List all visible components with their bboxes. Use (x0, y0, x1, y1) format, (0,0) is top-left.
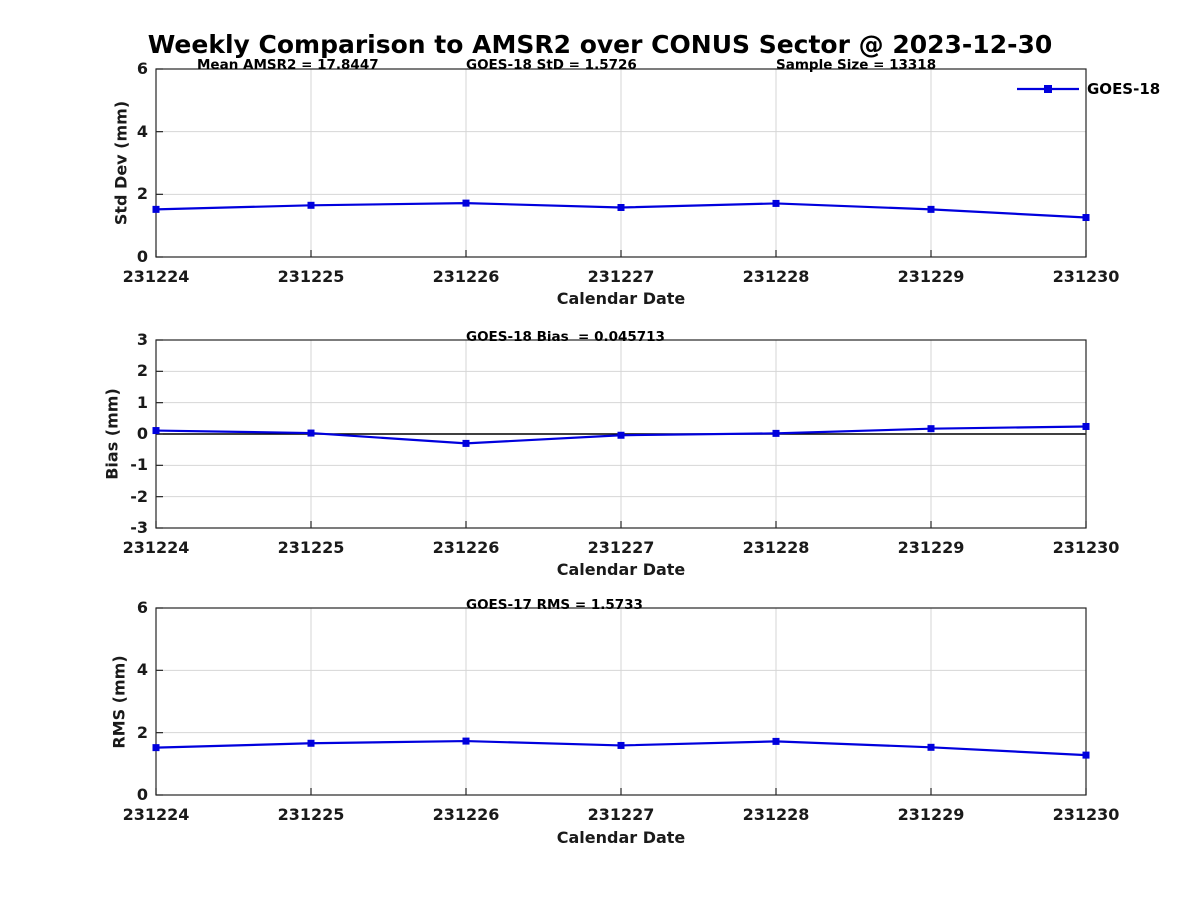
data-point-marker (152, 205, 160, 213)
x-tick-label: 231230 (1052, 805, 1120, 824)
x-tick-label: 231230 (1052, 538, 1120, 557)
x-tick-label: 231226 (432, 267, 500, 286)
legend: GOES-18 (1017, 80, 1160, 98)
annotation: GOES-18 StD = 1.5726 (466, 57, 637, 73)
y-axis-title: Bias (mm) (102, 388, 122, 480)
x-tick-label: 231227 (587, 805, 655, 824)
x-tick-label: 231225 (277, 267, 345, 286)
y-tick-label: 2 (136, 184, 148, 204)
y-tick-label: 0 (136, 785, 148, 804)
data-point-marker (772, 429, 780, 437)
x-tick-label: 231229 (897, 267, 965, 286)
y-axis-title: RMS (mm) (109, 654, 129, 749)
data-point-marker (927, 205, 935, 213)
x-tick-label: 231228 (742, 267, 810, 286)
annotation: Mean AMSR2 = 17.8447 (197, 57, 379, 73)
x-tick-label: 231224 (122, 538, 190, 557)
y-tick-label: -1 (130, 455, 148, 475)
annotation: Sample Size = 13318 (776, 57, 937, 73)
y-tick-label: 6 (136, 598, 148, 617)
x-tick-label: 231229 (897, 805, 965, 824)
data-point-marker (1082, 422, 1090, 430)
x-tick-label: 231227 (587, 538, 655, 557)
x-tick-label: 231226 (432, 538, 500, 557)
data-point-marker (307, 201, 315, 209)
x-tick-label: 231225 (277, 538, 345, 557)
legend-swatch (1017, 85, 1079, 93)
x-axis-title: Calendar Date (556, 560, 686, 579)
data-point-marker (462, 199, 470, 207)
annotation: GOES-17 RMS = 1.5733 (466, 597, 643, 613)
y-axis-title: Std Dev (mm) (111, 100, 131, 226)
data-point-marker (617, 741, 625, 749)
data-point-marker (617, 431, 625, 439)
x-tick-label: 231227 (587, 267, 655, 286)
data-point-marker (927, 425, 935, 433)
data-point-marker (772, 199, 780, 207)
y-tick-label: 3 (136, 330, 148, 349)
legend-square-marker (1044, 85, 1052, 93)
annotation: GOES-18 Bias = 0.045713 (466, 329, 665, 345)
data-point-marker (617, 203, 625, 211)
x-tick-label: 231225 (277, 805, 345, 824)
data-point-marker (462, 439, 470, 447)
figure-title: Weekly Comparison to AMSR2 over CONUS Se… (147, 30, 1053, 59)
y-tick-label: 4 (136, 121, 148, 141)
data-point-marker (307, 739, 315, 747)
x-tick-label: 231226 (432, 805, 500, 824)
data-point-marker (152, 427, 160, 435)
data-point-marker (927, 743, 935, 751)
y-tick-label: -2 (130, 486, 148, 506)
data-point-marker (307, 429, 315, 437)
data-point-marker (1082, 214, 1090, 222)
y-tick-label: 2 (136, 722, 148, 742)
y-tick-label: 0 (136, 424, 148, 443)
y-tick-label: -3 (130, 518, 148, 537)
data-point-marker (1082, 751, 1090, 759)
y-tick-label: 1 (136, 392, 148, 412)
data-point-marker (152, 744, 160, 752)
x-tick-label: 231228 (742, 538, 810, 557)
x-tick-label: 231229 (897, 538, 965, 557)
x-tick-label: 231224 (122, 805, 190, 824)
y-tick-label: 4 (136, 660, 148, 680)
y-tick-label: 2 (136, 361, 148, 381)
x-tick-label: 231230 (1052, 267, 1120, 286)
x-axis-title: Calendar Date (556, 828, 686, 847)
legend-label: GOES-18 (1087, 80, 1161, 98)
y-tick-label: 6 (136, 59, 148, 78)
x-tick-label: 231224 (122, 267, 190, 286)
data-point-marker (462, 737, 470, 745)
x-tick-label: 231228 (742, 805, 810, 824)
x-axis-title: Calendar Date (556, 289, 686, 308)
data-point-marker (772, 737, 780, 745)
y-tick-label: 0 (136, 247, 148, 266)
